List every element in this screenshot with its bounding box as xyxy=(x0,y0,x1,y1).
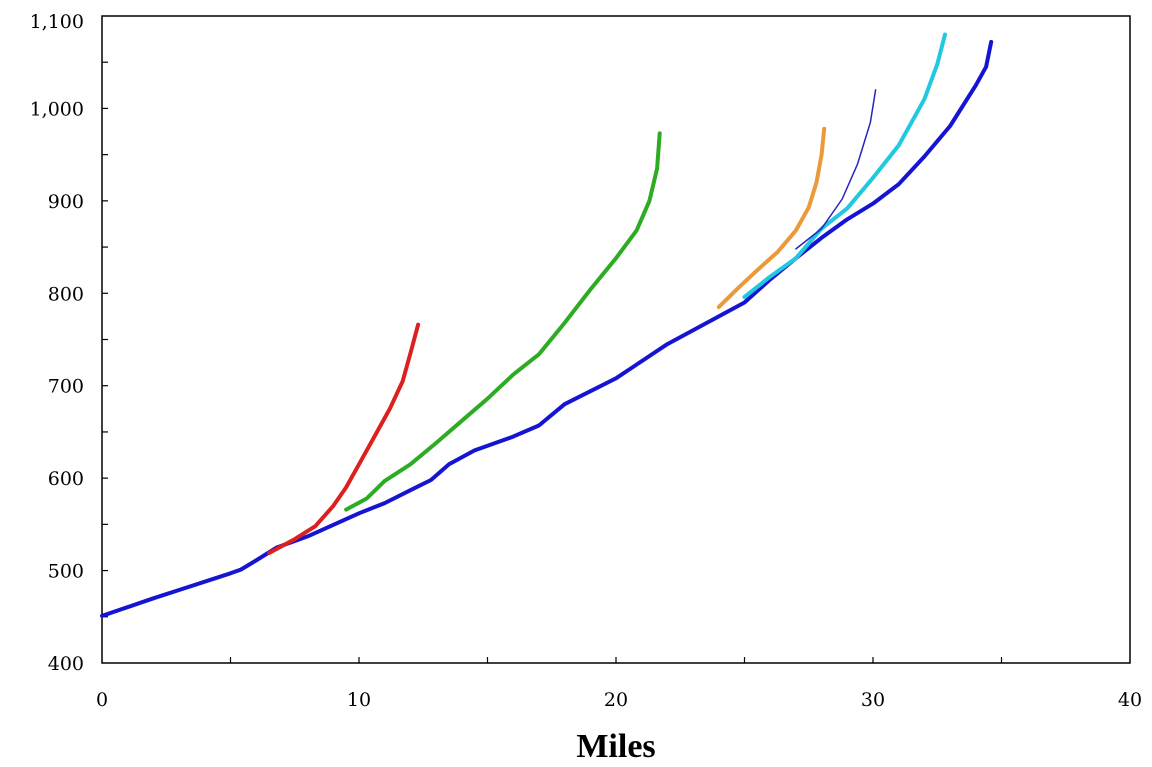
y-tick-label: 400 xyxy=(48,653,84,675)
x-tick-label: 20 xyxy=(604,689,628,711)
y-tick-label: 500 xyxy=(48,561,84,583)
y-tick-label: 800 xyxy=(48,283,84,305)
y-tick-label: 700 xyxy=(48,376,84,398)
x-tick-label: 10 xyxy=(347,689,371,711)
y-axis-tick-labels: 400 500 600 700 800 900 1,000 1,100 xyxy=(30,11,84,675)
y-tick-label: 1,100 xyxy=(30,11,84,33)
x-axis-tick-labels: 0 10 20 30 40 xyxy=(96,689,1142,711)
plot-frame xyxy=(102,16,1130,663)
y-tick-label: 600 xyxy=(48,468,84,490)
x-tick-label: 30 xyxy=(861,689,885,711)
x-tick-label: 40 xyxy=(1118,689,1142,711)
x-axis-title: Miles xyxy=(576,728,655,765)
x-tick-label: 0 xyxy=(96,689,108,711)
y-tick-label: 1,000 xyxy=(30,98,84,120)
y-tick-label: 900 xyxy=(48,191,84,213)
